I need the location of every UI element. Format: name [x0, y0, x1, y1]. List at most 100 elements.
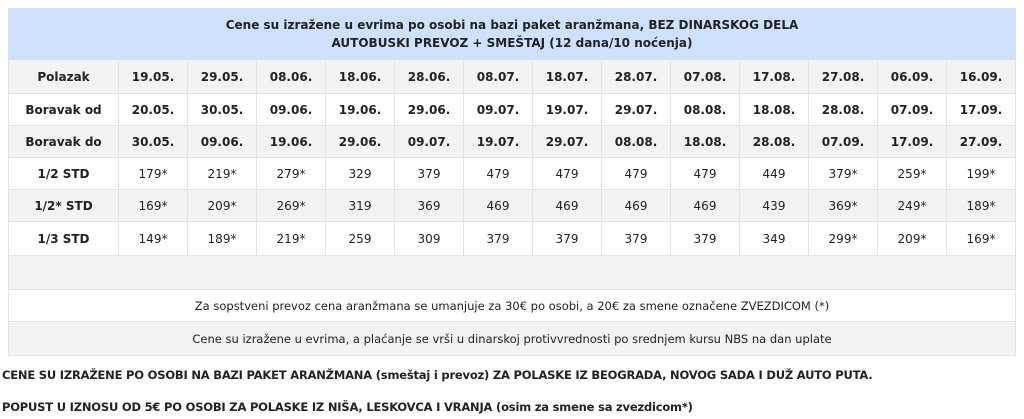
table-cell: 299* [808, 221, 878, 256]
table-cell: 19.07. [532, 93, 602, 126]
note-row-1-cell: Za sopstveni prevoz cena aranžmana se um… [8, 289, 1016, 322]
table-cell: 28.08. [739, 125, 809, 158]
row-label: Boravak od [8, 93, 119, 126]
table-cell: 29.07. [532, 125, 602, 158]
table-cell: 219* [256, 221, 326, 256]
table-cell: 309 [394, 221, 464, 256]
table-cell: 439 [739, 189, 809, 222]
price-table: Cene su izražene u evrima po osobi na ba… [8, 8, 1016, 356]
table-cell: 09.06. [256, 93, 326, 126]
table-cell: 169* [118, 189, 188, 222]
table-row: Boravak do 30.05. 09.06. 19.06. 29.06. 09.07.… [8, 125, 1016, 158]
table-cell: 189* [946, 189, 1016, 222]
table-cell: 29.06. [394, 93, 464, 126]
table-cell: 28.06. [394, 59, 464, 94]
table-cell: 269* [256, 189, 326, 222]
table-cell: 09.07. [394, 125, 464, 158]
table-cell: 07.08. [670, 59, 740, 94]
table-row: 1/3 STD 149* 189* 219* 259 309 379 379 379 379 349… [8, 221, 1016, 256]
table-cell: 249* [877, 189, 947, 222]
table-cell: 379* [808, 157, 878, 190]
table-cell: 469 [670, 189, 740, 222]
table-cell: 479 [670, 157, 740, 190]
table-cell: 08.08. [601, 125, 671, 158]
table-cell: 18.08. [670, 125, 740, 158]
table-cell: 469 [532, 189, 602, 222]
table-cell: 20.05. [118, 93, 188, 126]
table-cell: 319 [325, 189, 395, 222]
table-cell: 259* [877, 157, 947, 190]
table-cell: 479 [601, 157, 671, 190]
table-cell: 369 [394, 189, 464, 222]
table-cell: 16.09. [946, 59, 1016, 94]
table-row: Boravak od 20.05. 30.05. 09.06. 19.06. 29.06.… [8, 93, 1016, 126]
table-cell: 07.09. [877, 93, 947, 126]
table-cell: 19.06. [325, 93, 395, 126]
table-cell: 09.07. [463, 93, 533, 126]
table-cell: 329 [325, 157, 395, 190]
footer-note-1: CENE SU IZRAŽENE PO OSOBI NA BAZI PAKET … [2, 368, 873, 382]
table-cell: 369* [808, 189, 878, 222]
table-title-row: Cene su izražene u evrima po osobi na ba… [8, 8, 1016, 60]
table-cell: 469 [463, 189, 533, 222]
table-cell: 199* [946, 157, 1016, 190]
table-cell: 29.06. [325, 125, 395, 158]
table-cell: 29.05. [187, 59, 257, 94]
table-cell: 179* [118, 157, 188, 190]
table-cell: 19.06. [256, 125, 326, 158]
note-row-2-cell: Cene su izražene u evrima, a plaćanje se… [8, 321, 1016, 356]
table-cell: 29.07. [601, 93, 671, 126]
table-cell: 219* [187, 157, 257, 190]
table-cell: 19.05. [118, 59, 188, 94]
table-cell: 27.08. [808, 59, 878, 94]
table-row: Polazak 19.05. 29.05. 08.06. 18.06. 28.06. 08.… [8, 59, 1016, 94]
table-title: Cene su izražene u evrima po osobi na ba… [8, 8, 1016, 60]
table-cell: 279* [256, 157, 326, 190]
table-cell: 449 [739, 157, 809, 190]
table-cell: 19.07. [463, 125, 533, 158]
table-cell: 469 [601, 189, 671, 222]
table-cell: 17.09. [877, 125, 947, 158]
title-line-1: Cene su izražene u evrima po osobi na ba… [225, 18, 799, 32]
table-cell: 379 [670, 221, 740, 256]
table-cell: 08.07. [463, 59, 533, 94]
table-cell: 18.07. [532, 59, 602, 94]
table-cell: 06.09. [877, 59, 947, 94]
table-row: 1/2* STD 169* 209* 269* 319 369 469 469 469 469 43… [8, 189, 1016, 222]
table-cell: 28.07. [601, 59, 671, 94]
empty-row-cell [8, 255, 1016, 290]
row-label: Boravak do [8, 125, 119, 158]
table-cell: 379 [601, 221, 671, 256]
table-cell: 08.06. [256, 59, 326, 94]
table-cell: 379 [463, 221, 533, 256]
table-cell: 17.09. [946, 93, 1016, 126]
table-cell: 189* [187, 221, 257, 256]
table-cell: 169* [946, 221, 1016, 256]
table-cell: 08.08. [670, 93, 740, 126]
table-cell: 259 [325, 221, 395, 256]
empty-row [8, 255, 1016, 290]
table-cell: 479 [532, 157, 602, 190]
row-label: 1/2* STD [8, 189, 119, 222]
table-cell: 379 [394, 157, 464, 190]
row-label: Polazak [8, 59, 119, 94]
table-cell: 209* [187, 189, 257, 222]
table-cell: 18.06. [325, 59, 395, 94]
table-cell: 149* [118, 221, 188, 256]
table-cell: 209* [877, 221, 947, 256]
table-cell: 349 [739, 221, 809, 256]
footer-note-2: POPUST U IZNOSU OD 5€ PO OSOBI ZA POLASK… [2, 400, 693, 414]
table-cell: 17.08. [739, 59, 809, 94]
table-cell: 379 [532, 221, 602, 256]
table-cell: 18.08. [739, 93, 809, 126]
table-cell: 09.06. [187, 125, 257, 158]
table-cell: 07.09. [808, 125, 878, 158]
table-cell: 479 [463, 157, 533, 190]
table-row: 1/2 STD 179* 219* 279* 329 379 479 479 479 479 449… [8, 157, 1016, 190]
table-cell: 27.09. [946, 125, 1016, 158]
table-cell: 30.05. [118, 125, 188, 158]
note-row-1: Za sopstveni prevoz cena aranžmana se um… [8, 289, 1016, 322]
table-cell: 28.08. [808, 93, 878, 126]
row-label: 1/2 STD [8, 157, 119, 190]
note-row-2: Cene su izražene u evrima, a plaćanje se… [8, 321, 1016, 356]
